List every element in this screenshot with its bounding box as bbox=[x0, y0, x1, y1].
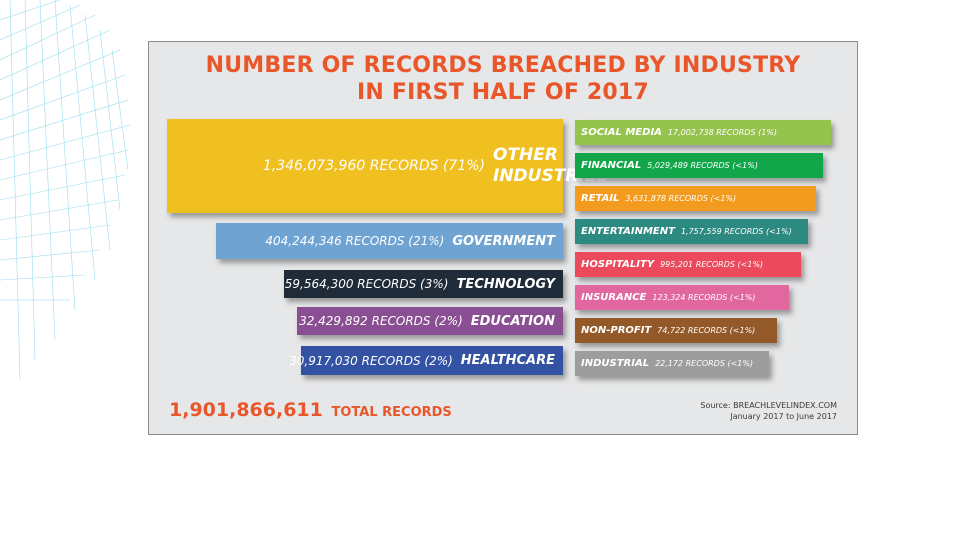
infographic-panel: NUMBER OF RECORDS BREACHED BY INDUSTRY I… bbox=[148, 41, 858, 435]
bar-records-label: 404,244,346 RECORDS (21%) bbox=[265, 234, 445, 248]
bar-records-label: 22,172 RECORDS (<1%) bbox=[655, 359, 754, 368]
chart-title: NUMBER OF RECORDS BREACHED BY INDUSTRY I… bbox=[149, 52, 857, 106]
bar-records-label: 17,002,738 RECORDS (1%) bbox=[667, 128, 778, 137]
bar-industrial: INDUSTRIAL 22,172 RECORDS (<1%) bbox=[575, 351, 769, 376]
bar-insurance: INSURANCE 123,324 RECORDS (<1%) bbox=[575, 285, 789, 310]
bar-records-label: 32,429,892 RECORDS (2%) bbox=[299, 314, 463, 328]
bar-education: 32,429,892 RECORDS (2%) EDUCATION bbox=[297, 307, 563, 335]
total-records: 1,901,866,611 TOTAL RECORDS bbox=[169, 399, 452, 421]
bar-other-industries: 1,346,073,960 RECORDS (71%) OTHER INDUSTR… bbox=[167, 119, 609, 213]
source-line-2: January 2017 to June 2017 bbox=[730, 412, 837, 421]
source-note: Source: BREACHLEVELINDEX.COM January 201… bbox=[700, 400, 837, 422]
bar-healthcare: 30,917,030 RECORDS (2%) HEALTHCARE bbox=[289, 346, 563, 375]
bar-records-label: 123,324 RECORDS (<1%) bbox=[652, 293, 756, 302]
bar-industry-label: OTHER INDUSTRIES bbox=[493, 145, 609, 186]
bar-industry-label: INDUSTRIAL bbox=[581, 358, 650, 369]
wireframe-decoration bbox=[0, 0, 131, 381]
bar-social-media: SOCIAL MEDIA 17,002,738 RECORDS (1%) bbox=[575, 120, 831, 145]
bar-industry-label: GOVERNMENT bbox=[452, 233, 555, 249]
total-value: 1,901,866,611 bbox=[169, 399, 323, 421]
bar-hospitality: HOSPITALITY 995,201 RECORDS (<1%) bbox=[575, 252, 801, 277]
total-label: TOTAL RECORDS bbox=[331, 405, 452, 420]
bar-entertainment: ENTERTAINMENT 1,757,559 RECORDS (<1%) bbox=[575, 219, 808, 244]
bar-records-label: 5,029,489 RECORDS (<1%) bbox=[647, 161, 758, 170]
bar-government: 404,244,346 RECORDS (21%) GOVERNMENT bbox=[216, 223, 563, 259]
bar-records-label: 1,757,559 RECORDS (<1%) bbox=[680, 227, 792, 236]
bar-technology: 59,564,300 RECORDS (3%) TECHNOLOGY bbox=[284, 270, 563, 298]
title-line-1: NUMBER OF RECORDS BREACHED BY INDUSTRY bbox=[205, 53, 801, 78]
bar-financial: FINANCIAL 5,029,489 RECORDS (<1%) bbox=[575, 153, 823, 178]
bar-retail: RETAIL 3,631,878 RECORDS (<1%) bbox=[575, 186, 816, 211]
bar-industry-label: ENTERTAINMENT bbox=[581, 226, 675, 237]
bar-industry-label: INSURANCE bbox=[581, 292, 647, 303]
bar-industry-label: HOSPITALITY bbox=[581, 259, 655, 270]
bar-records-label: 74,722 RECORDS (<1%) bbox=[657, 326, 756, 335]
bar-industry-label: SOCIAL MEDIA bbox=[581, 127, 662, 138]
bar-industry-label: EDUCATION bbox=[470, 313, 555, 329]
bar-records-label: 30,917,030 RECORDS (2%) bbox=[289, 353, 453, 368]
bar-non-profit: NON-PROFIT 74,722 RECORDS (<1%) bbox=[575, 318, 777, 343]
title-line-2: IN FIRST HALF OF 2017 bbox=[357, 80, 649, 105]
bar-industry-label: FINANCIAL bbox=[581, 160, 642, 171]
bar-industry-label: NON-PROFIT bbox=[581, 325, 652, 336]
bar-industry-label: TECHNOLOGY bbox=[456, 276, 555, 292]
bar-industry-label: HEALTHCARE bbox=[460, 353, 555, 368]
bar-records-label: 59,564,300 RECORDS (3%) bbox=[284, 277, 449, 291]
source-line-1: Source: BREACHLEVELINDEX.COM bbox=[700, 401, 837, 410]
bar-records-label: 995,201 RECORDS (<1%) bbox=[660, 260, 764, 269]
bar-records-label: 1,346,073,960 RECORDS (71%) bbox=[262, 158, 485, 174]
bar-records-label: 3,631,878 RECORDS (<1%) bbox=[625, 194, 737, 203]
bar-industry-label: RETAIL bbox=[581, 193, 620, 204]
